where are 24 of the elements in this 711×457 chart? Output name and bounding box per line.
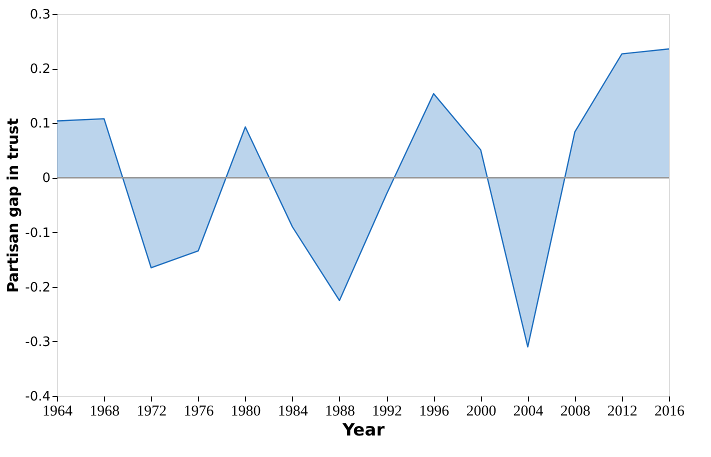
x-tick-label: 2016 (654, 404, 685, 420)
y-tick-label: 0 (42, 171, 50, 186)
y-tick-label: -0.1 (25, 226, 50, 241)
y-tick-label: -0.3 (25, 334, 50, 350)
y-tick-label: 0.2 (30, 62, 50, 78)
y-tick-label: -0.4 (25, 390, 50, 404)
x-tick-label: 2000 (466, 404, 496, 420)
y-tick-label: 0.1 (30, 116, 50, 132)
x-tick-label: 1980 (230, 404, 261, 420)
y-tick-label: -0.2 (25, 280, 50, 296)
x-tick-label: 1992 (372, 404, 402, 420)
x-tick-label: 1976 (184, 404, 214, 420)
x-tick-label: 1968 (90, 404, 120, 420)
x-tick-label: 2004 (513, 404, 544, 420)
x-axis-title: Year (341, 420, 386, 440)
x-tick-label: 1984 (278, 404, 308, 420)
y-axis-title: Partisan gap in trust (4, 118, 22, 293)
x-tick-label: 2008 (560, 404, 590, 420)
y-tick-label: 0.3 (30, 8, 50, 22)
x-tick-label: 1996 (419, 404, 450, 420)
x-tick-label: 2012 (607, 404, 638, 420)
x-tick-label: 1988 (324, 404, 355, 420)
x-tick-label: 1964 (42, 404, 73, 420)
x-tick-label: 1972 (136, 404, 167, 420)
